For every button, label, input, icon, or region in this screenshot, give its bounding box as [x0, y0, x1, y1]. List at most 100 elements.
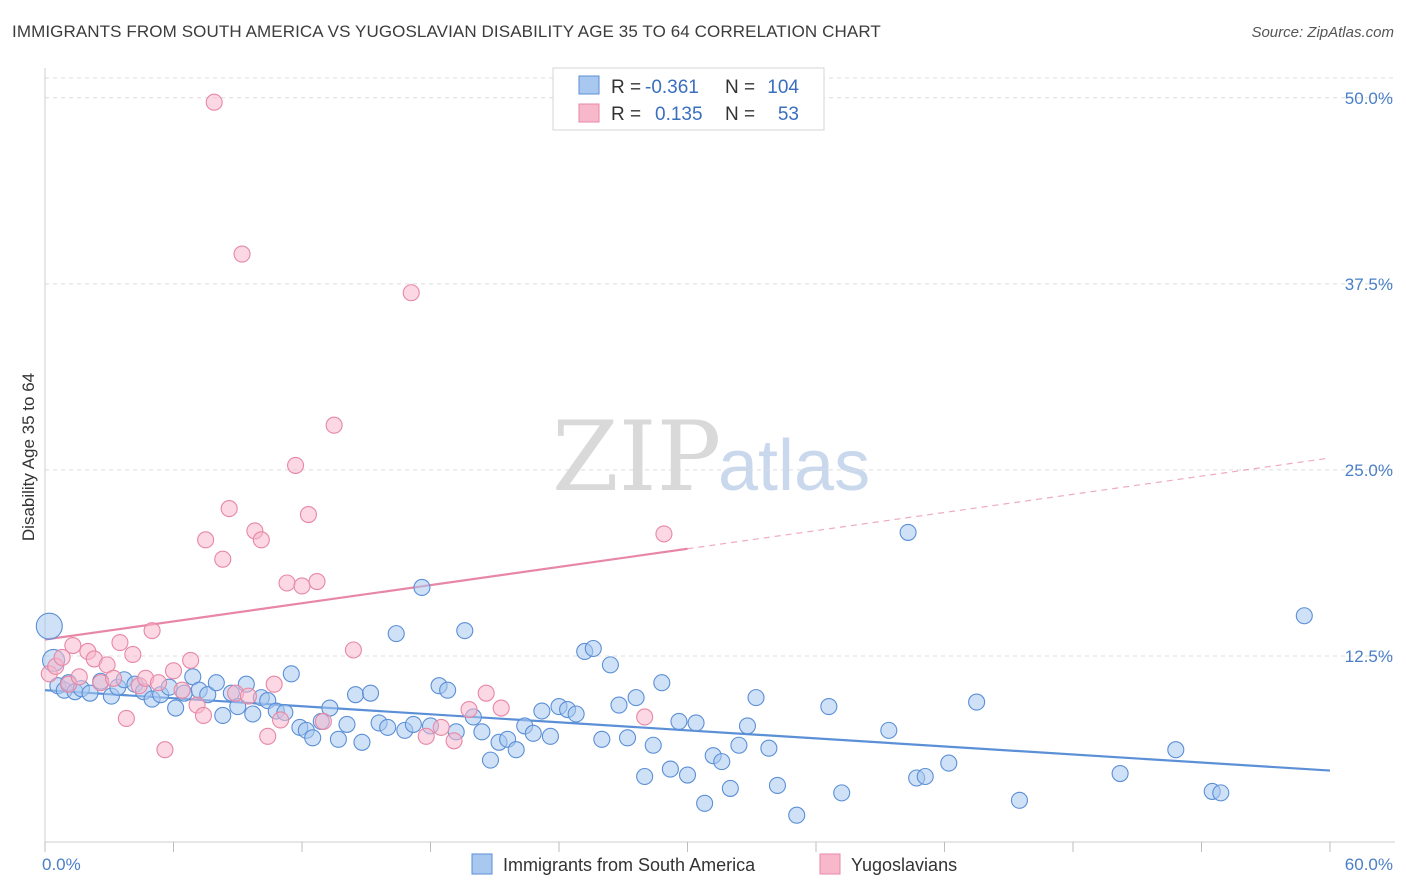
- point-0-17: [167, 699, 185, 717]
- point-1-12: [117, 709, 135, 728]
- point-1-36: [278, 574, 296, 592]
- watermark-atlas: atlas: [718, 426, 870, 506]
- point-0-21: [199, 686, 217, 704]
- point-1-45: [417, 727, 435, 745]
- y-tick-labels: 12.5% 25.0% 37.5% 50.0%: [1345, 89, 1393, 666]
- point-1-11: [111, 633, 129, 652]
- legend-swatch-pink: [578, 103, 600, 123]
- axes: [44, 68, 1395, 843]
- point-0-70: [601, 656, 619, 674]
- point-0-40: [346, 686, 365, 704]
- point-1-48: [460, 700, 478, 719]
- point-0-77: [661, 760, 679, 778]
- legend-r-label-1: R =: [611, 77, 641, 98]
- y-axis-title: Disability Age 35 to 64: [19, 373, 38, 541]
- source-credit: Source: ZipAtlas.com: [1251, 24, 1394, 41]
- point-1-24: [197, 531, 215, 549]
- point-0-55: [473, 723, 491, 741]
- point-1-4: [64, 636, 82, 655]
- point-1-23: [194, 706, 213, 725]
- watermark-zip: ZIP: [552, 401, 721, 513]
- y-tick-label-3: 50.0%: [1345, 89, 1393, 108]
- watermark: ZIP atlas: [552, 401, 870, 513]
- point-0-72: [618, 729, 637, 747]
- point-0-75: [644, 736, 662, 754]
- bottom-legend-swatch-blue: [471, 853, 493, 875]
- legend-r-value-2: 0.135: [655, 104, 703, 125]
- point-1-17: [149, 674, 168, 692]
- point-0-104: [1295, 607, 1313, 625]
- x-tick-label-min: 0.0%: [42, 855, 81, 874]
- point-0-92: [833, 784, 851, 802]
- point-0-95: [916, 767, 934, 786]
- legend-n-value-1: 104: [767, 77, 799, 98]
- point-1-41: [314, 712, 332, 730]
- point-0-27: [244, 705, 262, 723]
- point-0-44: [379, 718, 397, 736]
- point-1-29: [233, 245, 251, 263]
- point-0-69: [593, 730, 611, 748]
- point-0-87: [747, 689, 765, 707]
- point-0-84: [721, 779, 739, 797]
- point-1-10: [104, 669, 123, 687]
- point-0-99: [1111, 764, 1129, 783]
- point-0-47: [404, 715, 422, 733]
- point-1-16: [143, 622, 161, 640]
- point-1-46: [432, 718, 450, 736]
- point-1-37: [287, 456, 305, 474]
- point-0-22: [207, 674, 225, 692]
- point-0-38: [329, 730, 347, 748]
- point-0-80: [687, 714, 705, 732]
- point-0-63: [541, 727, 559, 745]
- point-1-2: [53, 648, 71, 666]
- point-0-88: [760, 739, 778, 757]
- point-1-32: [252, 531, 270, 549]
- point-0-68: [584, 639, 602, 658]
- point-1-25: [205, 93, 223, 111]
- point-0-91: [820, 697, 838, 716]
- point-0-39: [338, 715, 356, 733]
- point-1-40: [308, 572, 326, 591]
- point-0-45: [387, 625, 405, 643]
- trend-line-1-dashed: [687, 457, 1331, 550]
- point-0-81: [696, 794, 714, 812]
- point-1-34: [265, 675, 283, 693]
- legend-n-label-2: N =: [725, 104, 755, 125]
- point-1-5: [70, 668, 88, 686]
- legend-r-label-2: R =: [611, 104, 641, 125]
- point-1-35: [272, 711, 290, 729]
- point-1-49: [477, 684, 495, 702]
- point-0-0: [35, 612, 63, 640]
- gridlines: [45, 77, 1395, 657]
- point-1-33: [259, 727, 277, 745]
- point-0-98: [1010, 791, 1029, 809]
- bottom-legend-swatch-pink: [819, 853, 841, 875]
- point-0-61: [524, 724, 542, 742]
- bottom-legend-label-blue: Immigrants from South America: [503, 855, 756, 875]
- point-0-35: [304, 729, 322, 747]
- point-0-101: [1167, 741, 1185, 759]
- point-0-62: [533, 702, 551, 720]
- point-0-53: [456, 622, 474, 640]
- legend-r-value-1: -0.361: [645, 77, 699, 98]
- chart-title: IMMIGRANTS FROM SOUTH AMERICA VS YUGOSLA…: [12, 22, 881, 41]
- point-1-19: [164, 662, 183, 680]
- point-1-43: [344, 641, 362, 659]
- point-0-59: [507, 741, 525, 759]
- bottom-legend-label-pink: Yugoslavians: [851, 855, 957, 875]
- point-0-79: [678, 766, 697, 784]
- legend-n-value-2: 53: [778, 104, 799, 125]
- point-1-44: [402, 284, 420, 302]
- point-0-96: [940, 754, 958, 772]
- point-0-48: [413, 578, 431, 597]
- legend-swatch-blue: [578, 75, 600, 95]
- point-1-50: [492, 699, 510, 717]
- y-tick-label-2: 37.5%: [1345, 275, 1393, 294]
- point-0-41: [353, 733, 371, 751]
- data-points: [35, 93, 1313, 824]
- y-tick-label-1: 25.0%: [1345, 461, 1393, 480]
- point-0-56: [481, 751, 500, 769]
- point-0-76: [653, 674, 671, 692]
- y-tick-label-0: 12.5%: [1345, 647, 1393, 666]
